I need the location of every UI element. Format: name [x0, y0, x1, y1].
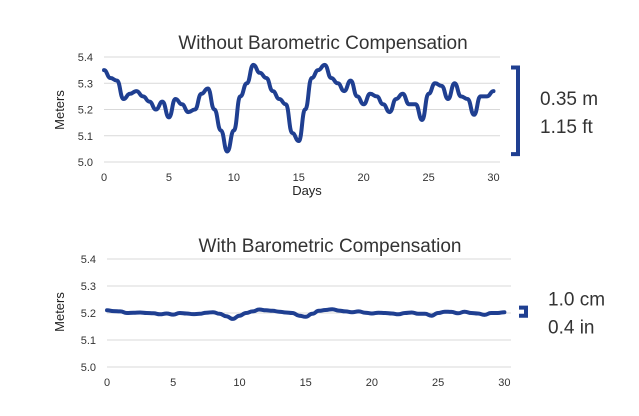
y-tick-label: 5.1	[78, 131, 93, 143]
x-tick-label: 0	[101, 172, 107, 184]
y-tick-label: 5.0	[78, 157, 93, 169]
chart-svg-bottom: With Barometric Compensation Meters 5.0 5…	[52, 236, 605, 389]
x-tick-label: 15	[300, 377, 312, 389]
x-tick-label: 0	[104, 377, 110, 389]
x-tick-label: 10	[228, 172, 240, 184]
y-tick-label: 5.4	[78, 52, 93, 64]
range-bracket	[511, 65, 520, 157]
x-tick-label: 5	[166, 172, 172, 184]
y-tick-label: 5.3	[78, 78, 93, 90]
chart-title: Without Barometric Compensation	[178, 33, 467, 54]
x-tick-label: 25	[432, 377, 444, 389]
range-annotation-imperial: 0.4 in	[548, 318, 594, 339]
chart-without-compensation: Without Barometric Compensation Meters D…	[52, 33, 598, 198]
range-annotation-imperial: 1.15 ft	[540, 117, 594, 138]
y-tick-label: 5.0	[81, 362, 96, 374]
chart-svg-top: Without Barometric Compensation Meters D…	[52, 33, 598, 198]
y-tick-label: 5.2	[81, 308, 96, 320]
chart-title: With Barometric Compensation	[199, 236, 462, 257]
x-axis-label: Days	[292, 183, 322, 198]
range-annotation-metric: 0.35 m	[540, 89, 598, 110]
x-tick-label: 25	[422, 172, 434, 184]
range-bracket	[519, 305, 528, 318]
y-tick-label: 5.4	[81, 254, 96, 266]
x-tick-label: 30	[498, 377, 510, 389]
y-tick-label: 5.1	[81, 335, 96, 347]
series-line	[105, 307, 507, 321]
x-tick-label: 30	[487, 172, 499, 184]
x-tick-label: 20	[358, 172, 370, 184]
y-tick-label: 5.3	[81, 281, 96, 293]
y-axis-label: Meters	[52, 292, 67, 332]
x-tick-label: 5	[170, 377, 176, 389]
chart-with-compensation: With Barometric Compensation Meters 5.0 5…	[0, 228, 639, 416]
y-tick-label: 5.2	[78, 105, 93, 117]
x-tick-label: 20	[366, 377, 378, 389]
x-tick-label: 10	[233, 377, 245, 389]
series-line	[102, 62, 496, 154]
x-tick-label: 15	[293, 172, 305, 184]
range-annotation-metric: 1.0 cm	[548, 290, 605, 311]
y-axis-label: Meters	[52, 90, 67, 130]
